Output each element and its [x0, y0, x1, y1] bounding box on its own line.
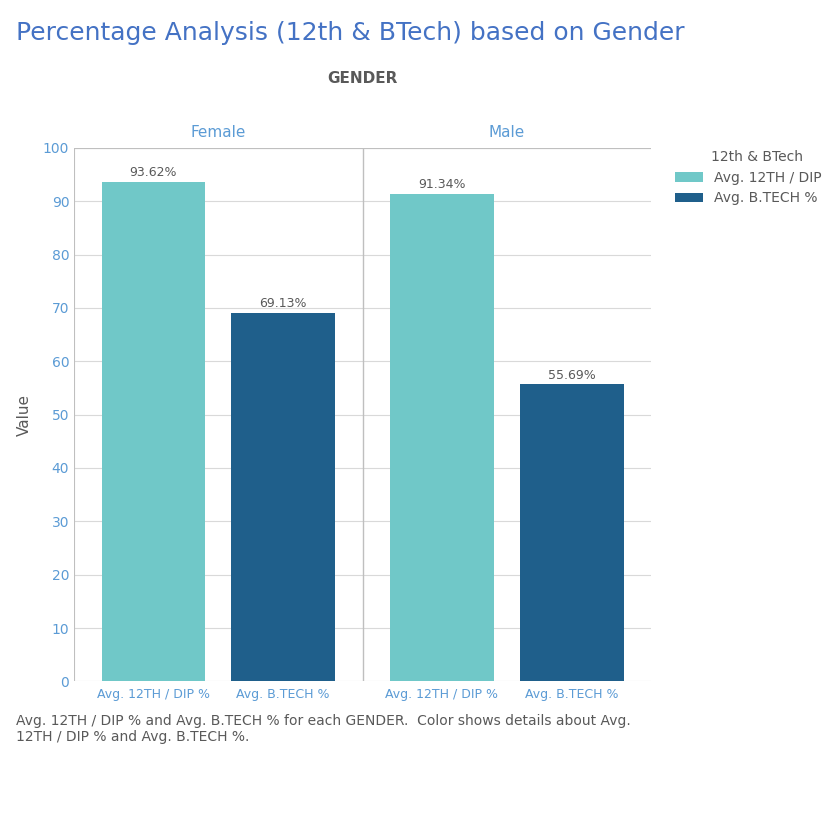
- Text: GENDER: GENDER: [327, 71, 398, 86]
- Y-axis label: Value: Value: [16, 393, 32, 436]
- Bar: [520, 384, 624, 681]
- Bar: [390, 194, 494, 681]
- Text: 91.34%: 91.34%: [418, 178, 466, 191]
- Bar: [101, 181, 205, 681]
- Text: Percentage Analysis (12th & BTech) based on Gender: Percentage Analysis (12th & BTech) based…: [16, 21, 685, 44]
- Text: 55.69%: 55.69%: [548, 369, 596, 382]
- Text: 93.62%: 93.62%: [129, 166, 177, 179]
- Text: Male: Male: [489, 125, 525, 140]
- Text: Female: Female: [190, 125, 246, 140]
- Bar: [232, 313, 335, 681]
- Legend: Avg. 12TH / DIP %, Avg. B.TECH %: Avg. 12TH / DIP %, Avg. B.TECH %: [669, 144, 824, 211]
- Text: 69.13%: 69.13%: [260, 297, 307, 310]
- Text: Avg. 12TH / DIP % and Avg. B.TECH % for each GENDER.  Color shows details about : Avg. 12TH / DIP % and Avg. B.TECH % for …: [16, 714, 631, 745]
